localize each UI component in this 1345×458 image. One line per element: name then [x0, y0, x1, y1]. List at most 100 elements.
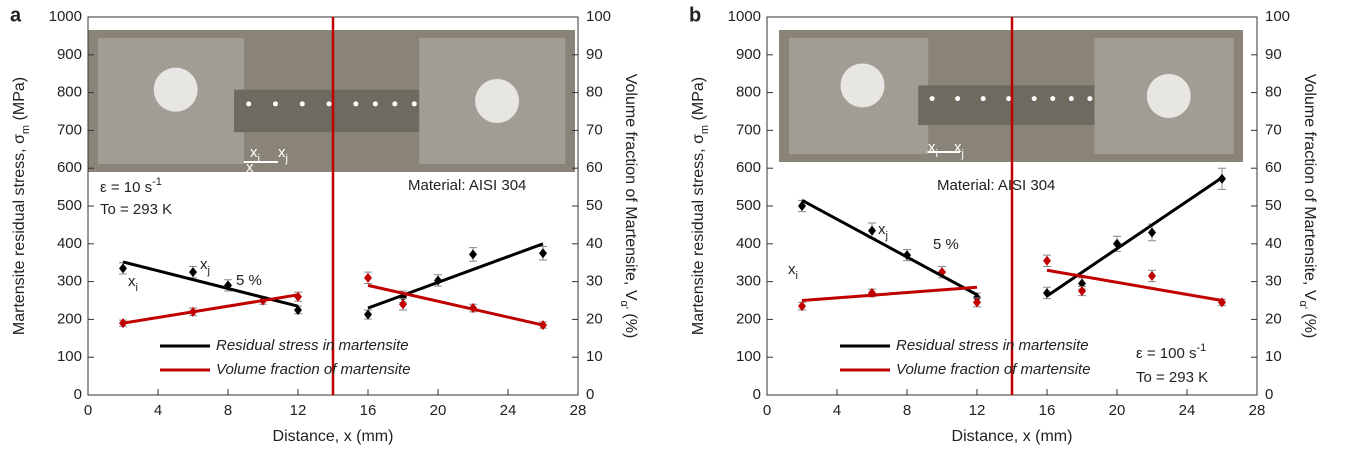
photo-hole [1146, 74, 1191, 118]
data-point [539, 248, 547, 259]
y2-tick-label: 0 [586, 386, 594, 403]
y2-axis-label: Volume fraction of Martensite, Vα' (%) [1297, 74, 1318, 339]
y2-axis-label-part: Volume fraction of Martensite, V [1301, 74, 1318, 301]
annotation-part: x [928, 139, 936, 156]
annotation-part: x [788, 261, 796, 278]
y2-axis-label-part: α' [1297, 300, 1309, 308]
y2-axis-label-part: Volume fraction of Martensite, V [622, 74, 639, 301]
data-point [364, 309, 372, 320]
y-tick-label: 1000 [49, 8, 82, 25]
x-tick-label: 0 [763, 402, 771, 419]
y-tick-label: 0 [74, 386, 82, 403]
photo-dot [272, 101, 278, 107]
y2-tick-label: 20 [586, 310, 603, 327]
annotation-part: ε = 100 s [1136, 345, 1196, 362]
photo-hole [153, 67, 198, 112]
photo-dot [1068, 96, 1074, 102]
x-tick-label: 24 [500, 402, 517, 419]
y-tick-label: 700 [57, 121, 82, 138]
data-point [1078, 286, 1086, 297]
data-point [868, 225, 876, 236]
data-point [1148, 227, 1156, 238]
y2-tick-label: 10 [1265, 348, 1282, 365]
x-tick-label: 28 [570, 402, 587, 419]
data-point [364, 272, 372, 283]
annotation-part: x [926, 159, 934, 176]
x-tick-label: 16 [360, 402, 377, 419]
data-point [119, 263, 127, 274]
annotation-part: x [246, 159, 254, 176]
y2-tick-label: 60 [1265, 159, 1282, 176]
annotation: Material: AISI 304 [408, 177, 526, 194]
data-point [294, 304, 302, 315]
panel-label: b [689, 4, 701, 26]
photo-dot [411, 101, 417, 107]
y2-tick-label: 70 [1265, 121, 1282, 138]
photo-dot [372, 101, 378, 107]
y2-tick-label: 40 [1265, 235, 1282, 252]
y-tick-label: 0 [753, 386, 761, 403]
y-tick-label: 300 [736, 273, 761, 290]
annotation: xj [200, 256, 210, 277]
photo-hole [475, 79, 520, 123]
y2-tick-label: 20 [1265, 310, 1282, 327]
y2-tick-label: 80 [586, 84, 603, 101]
annotation-part: To = 293 K [1136, 369, 1208, 386]
photo-dot [299, 101, 305, 107]
fit-line [801, 199, 978, 297]
annotation-part: ε = 10 s [100, 179, 152, 196]
photo-dot [955, 96, 961, 102]
data-point [1078, 278, 1086, 289]
y-tick-label: 800 [736, 84, 761, 101]
annotation: x [246, 159, 254, 176]
annotation-part: x [128, 273, 136, 290]
annotation: xi [128, 273, 138, 294]
y-tick-label: 400 [57, 235, 82, 252]
x-tick-label: 28 [1249, 402, 1266, 419]
y-tick-label: 200 [57, 310, 82, 327]
y2-tick-label: 30 [586, 273, 603, 290]
annotation-part: -1 [152, 176, 162, 188]
annotation-part: 5 % [236, 272, 262, 289]
y2-axis-label: Volume fraction of Martensite, Vα' (%) [618, 74, 639, 339]
legend-label: Volume fraction of martensite [896, 361, 1091, 378]
photo-dot [1050, 96, 1056, 102]
fit-line [367, 242, 544, 310]
data-point [798, 201, 806, 211]
annotation: xj [878, 221, 888, 242]
annotation-part: x [200, 256, 208, 273]
data-point [798, 301, 806, 312]
x-tick-label: 0 [84, 402, 92, 419]
y2-tick-label: 40 [586, 235, 603, 252]
photo-strip [918, 85, 1095, 126]
data-point [903, 250, 911, 261]
photo-strip [234, 89, 420, 133]
y-tick-label: 600 [57, 159, 82, 176]
y2-tick-label: 80 [1265, 84, 1282, 101]
y-tick-label: 700 [736, 121, 761, 138]
y2-tick-label: 50 [586, 197, 603, 214]
photo-dot [326, 101, 332, 107]
y-axis-label-part: m [20, 125, 32, 134]
y2-tick-label: 50 [1265, 197, 1282, 214]
legend-label: Residual stress in martensite [896, 337, 1089, 354]
x-tick-label: 4 [154, 402, 162, 419]
y2-axis-label-part: α' [618, 300, 630, 308]
annotation-part: To = 293 K [100, 201, 172, 218]
annotation: xj [278, 144, 288, 165]
x-tick-label: 12 [969, 402, 986, 419]
y2-axis-label-part: (%) [622, 309, 639, 338]
photo-hole [840, 63, 885, 108]
y-tick-label: 800 [57, 84, 82, 101]
annotation-part: j [961, 148, 964, 160]
data-point [189, 267, 197, 278]
x-tick-label: 4 [833, 402, 841, 419]
x-tick-label: 16 [1039, 402, 1056, 419]
annotation: x [926, 159, 934, 176]
annotation-part: j [885, 230, 888, 242]
annotation: 5 % [933, 236, 959, 253]
y-tick-label: 200 [736, 310, 761, 327]
y2-tick-label: 70 [586, 121, 603, 138]
annotation-part: 5 % [933, 236, 959, 253]
